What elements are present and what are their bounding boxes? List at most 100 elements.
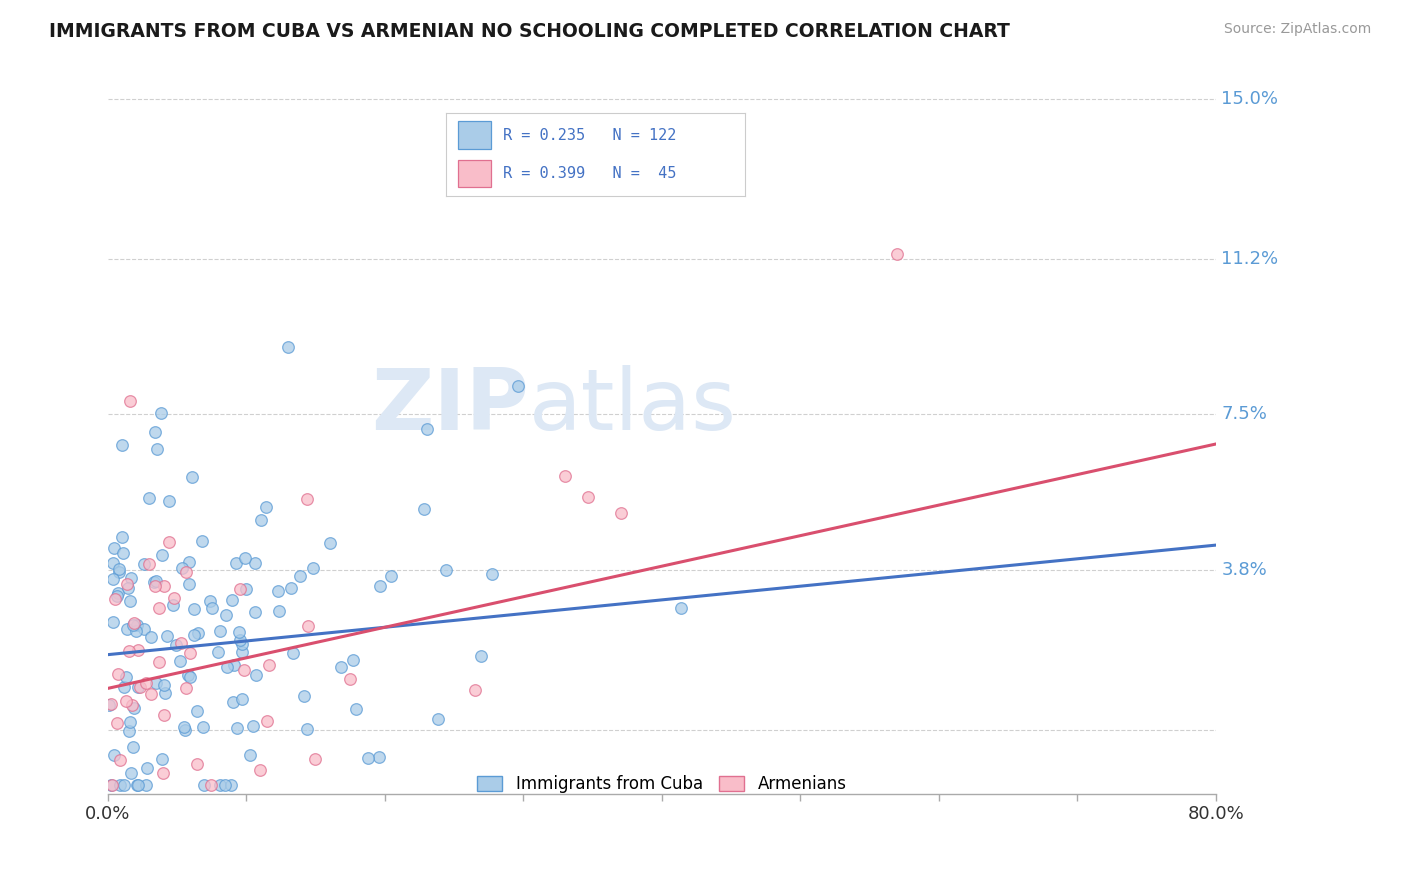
Point	[105, 590, 128, 604]
Point	[143, 574, 166, 589]
Point	[191, 720, 214, 734]
Point	[152, 548, 174, 562]
Point	[304, 752, 326, 766]
Point	[149, 406, 172, 420]
Point	[135, 778, 157, 792]
Point	[177, 668, 200, 682]
Point	[115, 577, 138, 591]
Point	[145, 579, 167, 593]
Point	[209, 624, 232, 639]
Point	[120, 714, 142, 729]
Text: Source: ZipAtlas.com: Source: ZipAtlas.com	[1223, 22, 1371, 37]
Point	[295, 722, 318, 736]
Point	[111, 530, 134, 544]
Text: 11.2%: 11.2%	[1222, 250, 1278, 268]
Point	[148, 600, 170, 615]
Point	[215, 607, 238, 622]
Point	[173, 720, 195, 734]
Point	[186, 757, 208, 772]
Point	[193, 778, 215, 792]
Text: 7.5%: 7.5%	[1222, 406, 1267, 424]
Point	[150, 751, 173, 765]
Point	[221, 593, 243, 607]
Point	[229, 582, 252, 596]
Point	[576, 491, 599, 505]
Text: IMMIGRANTS FROM CUBA VS ARMENIAN NO SCHOOLING COMPLETED CORRELATION CHART: IMMIGRANTS FROM CUBA VS ARMENIAN NO SCHO…	[49, 22, 1010, 41]
Point	[118, 644, 141, 658]
Point	[100, 697, 122, 711]
Point	[148, 655, 170, 669]
Point	[122, 739, 145, 754]
Point	[108, 566, 131, 580]
Point	[103, 556, 125, 570]
Point	[132, 622, 155, 636]
Point	[180, 469, 202, 483]
Point	[224, 658, 246, 673]
Point	[356, 751, 378, 765]
Point	[125, 624, 148, 638]
Point	[156, 628, 179, 642]
Point	[121, 618, 143, 632]
Point	[243, 605, 266, 619]
Point	[183, 628, 205, 642]
Point	[179, 669, 201, 683]
Point	[254, 500, 277, 514]
Point	[172, 561, 194, 575]
Point	[170, 636, 193, 650]
Point	[217, 660, 239, 674]
Point	[108, 753, 131, 767]
Point	[114, 670, 136, 684]
Point	[231, 637, 253, 651]
Point	[221, 695, 243, 709]
Point	[329, 660, 352, 674]
Point	[153, 686, 176, 700]
Point	[233, 550, 256, 565]
Point	[107, 585, 129, 599]
Point	[141, 687, 163, 701]
Point	[118, 594, 141, 608]
Point	[186, 704, 208, 718]
Point	[239, 748, 262, 763]
Point	[277, 340, 299, 354]
Point	[121, 698, 143, 713]
Point	[169, 654, 191, 668]
Point	[153, 707, 176, 722]
Point	[554, 469, 576, 483]
Point	[122, 615, 145, 630]
Point	[367, 750, 389, 764]
Point	[103, 541, 125, 556]
Point	[108, 778, 131, 792]
Point	[132, 557, 155, 571]
Point	[98, 698, 121, 712]
Point	[127, 618, 149, 632]
Point	[125, 778, 148, 792]
Point	[235, 582, 257, 597]
Point	[100, 778, 122, 792]
Point	[283, 647, 305, 661]
Point	[228, 625, 250, 640]
Text: 3.8%: 3.8%	[1222, 561, 1267, 580]
Point	[120, 766, 142, 780]
Point	[138, 491, 160, 505]
Point	[136, 761, 159, 775]
Point	[257, 657, 280, 672]
Point	[157, 535, 180, 549]
Point	[101, 615, 124, 629]
Point	[225, 556, 247, 570]
Point	[114, 778, 136, 792]
Point	[186, 626, 208, 640]
Point	[162, 599, 184, 613]
Point	[339, 673, 361, 687]
Point	[250, 513, 273, 527]
Point	[127, 643, 149, 657]
Point	[129, 680, 152, 694]
Point	[179, 647, 201, 661]
Point	[122, 700, 145, 714]
Point	[120, 570, 142, 584]
Point	[249, 763, 271, 777]
Point	[416, 422, 439, 436]
Point	[610, 507, 633, 521]
Point	[100, 778, 122, 792]
Point	[344, 702, 367, 716]
Point	[481, 567, 503, 582]
